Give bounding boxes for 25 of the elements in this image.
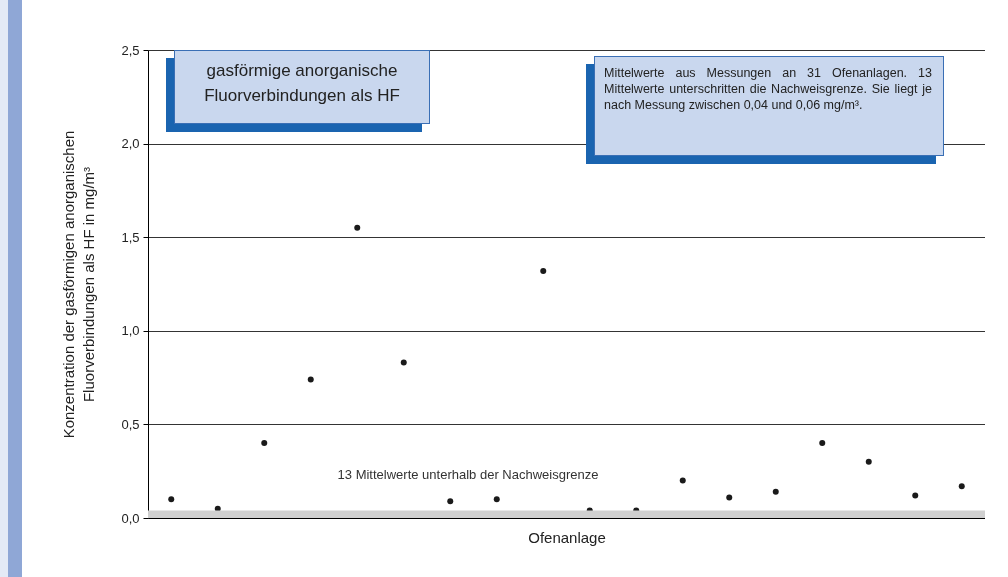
y-tick-label: 1,5	[121, 229, 140, 245]
point	[679, 477, 686, 484]
y-axis-title: Konzentration der gasförmigen anorganischen Fluorverbindungen als HF in mg/m³	[60, 130, 98, 439]
point	[726, 494, 733, 501]
x-axis-title: Ofenanlage	[528, 528, 606, 546]
point	[261, 440, 268, 447]
y-tick-label: 2,0	[121, 136, 140, 152]
y-tick-label: 0,0	[121, 510, 140, 526]
point	[168, 496, 175, 503]
y-tick-label: 2,5	[121, 42, 140, 58]
point	[865, 458, 872, 465]
point	[819, 440, 826, 447]
point	[772, 488, 779, 495]
point	[958, 483, 965, 490]
y-tick-label: 0,5	[121, 416, 140, 432]
point	[307, 376, 314, 383]
point	[447, 498, 454, 505]
point	[354, 224, 361, 231]
y-tick-label: 1,0	[121, 323, 140, 339]
point	[214, 505, 221, 512]
point	[400, 359, 407, 366]
point	[493, 496, 500, 503]
point	[912, 492, 919, 499]
point	[540, 267, 547, 274]
band-label: 13 Mittelwerte unterhalb der Nachweisgrenze	[337, 466, 599, 482]
